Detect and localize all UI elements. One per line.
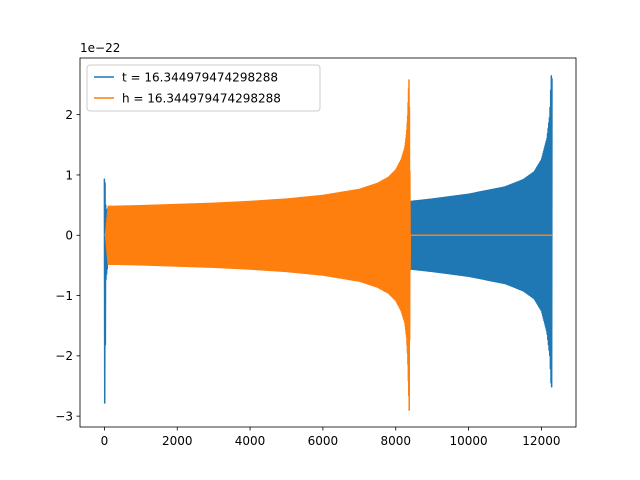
- axes-frame: [79, 57, 577, 428]
- series-2-line: [103, 79, 412, 411]
- series-2-group: [103, 79, 552, 411]
- x-tick-label: 12000: [522, 434, 560, 448]
- legend-label-1: t = 16.344979474298288: [122, 70, 278, 84]
- x-tick-label: 10000: [449, 434, 487, 448]
- legend-frame: [86, 64, 321, 112]
- legend: t = 16.344979474298288 h = 16.34497947429…: [86, 64, 321, 112]
- plot-area: [103, 75, 553, 411]
- x-tick-label: 6000: [308, 434, 339, 448]
- x-tick-label: 0: [101, 434, 109, 448]
- y-tick-label: −2: [55, 349, 73, 363]
- legend-label-2: h = 16.344979474298288: [122, 91, 281, 105]
- y-tick-label: 2: [65, 108, 73, 122]
- x-tick-label: 8000: [380, 434, 411, 448]
- y-axis-multiplier: 1e−22: [80, 41, 120, 55]
- y-tick-label: −1: [55, 289, 73, 303]
- axes: 0 2000 4000 6000 8000 10000 12000 −3 −2 −1 0 1 2: [55, 57, 577, 448]
- y-tick-label: −3: [55, 409, 73, 423]
- x-tick-label: 2000: [162, 434, 193, 448]
- y-tick-label: 1: [65, 168, 73, 182]
- x-tick-label: 4000: [235, 434, 266, 448]
- y-tick-label: 0: [65, 229, 73, 243]
